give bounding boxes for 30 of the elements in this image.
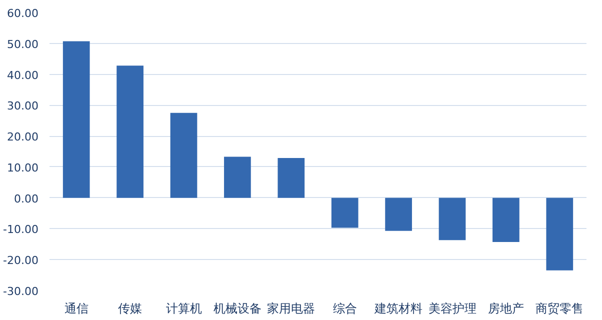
bar	[438, 198, 466, 240]
y-tick-label: 50.00	[7, 38, 39, 51]
y-tick-label: 60.00	[7, 7, 39, 20]
bar	[492, 198, 520, 242]
y-tick-label: 40.00	[7, 68, 39, 82]
x-tick-label: 机械设备	[213, 302, 262, 316]
y-tick-label: 0.00	[14, 192, 39, 206]
x-tick-label: 建筑材料	[374, 302, 423, 316]
x-tick-label: 通信	[64, 302, 88, 316]
x-tick-label: 房地产	[488, 302, 524, 316]
bar	[170, 112, 198, 198]
bar	[224, 156, 251, 198]
x-tick-label: 商贸零售	[536, 302, 584, 316]
x-tick-label: 传媒	[118, 302, 142, 316]
bar	[278, 158, 305, 198]
y-tick-label: -10.00	[3, 223, 39, 236]
y-tick-label: -20.00	[3, 254, 39, 268]
x-tick-label: 美容护理	[428, 302, 476, 316]
y-tick-label: 30.00	[7, 100, 39, 113]
y-tick-label: -30.00	[3, 285, 39, 298]
bar	[385, 198, 412, 231]
x-tick-label: 计算机	[166, 302, 202, 316]
x-tick-label: 家用电器	[267, 302, 316, 316]
y-tick-label: 20.00	[7, 130, 39, 144]
bar	[62, 41, 90, 198]
bar	[331, 198, 358, 228]
bar	[116, 66, 144, 198]
bar	[546, 198, 574, 270]
y-tick-label: 10.00	[7, 161, 39, 174]
x-tick-label: 综合	[332, 302, 357, 316]
